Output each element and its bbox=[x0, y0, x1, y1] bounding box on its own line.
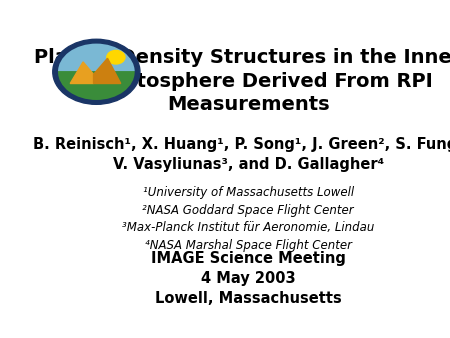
Circle shape bbox=[56, 42, 136, 102]
Text: B. Reinisch¹, X. Huang¹, P. Song¹, J. Green², S. Fung²
V. Vasyliunas³, and D. Ga: B. Reinisch¹, X. Huang¹, P. Song¹, J. Gr… bbox=[33, 137, 450, 172]
Text: Plasma Density Structures in the Inner
Magnetosphere Derived From RPI
Measuremen: Plasma Density Structures in the Inner M… bbox=[34, 48, 450, 114]
PathPatch shape bbox=[56, 42, 136, 102]
Wedge shape bbox=[56, 72, 136, 102]
Circle shape bbox=[107, 50, 125, 64]
Text: ¹University of Massachusetts Lowell
²NASA Goddard Space Flight Center
³Max-Planc: ¹University of Massachusetts Lowell ²NAS… bbox=[122, 186, 374, 252]
Polygon shape bbox=[94, 58, 121, 83]
Text: IMAGE Science Meeting
4 May 2003
Lowell, Massachusetts: IMAGE Science Meeting 4 May 2003 Lowell,… bbox=[151, 251, 346, 306]
Circle shape bbox=[53, 39, 140, 104]
Polygon shape bbox=[70, 62, 94, 83]
